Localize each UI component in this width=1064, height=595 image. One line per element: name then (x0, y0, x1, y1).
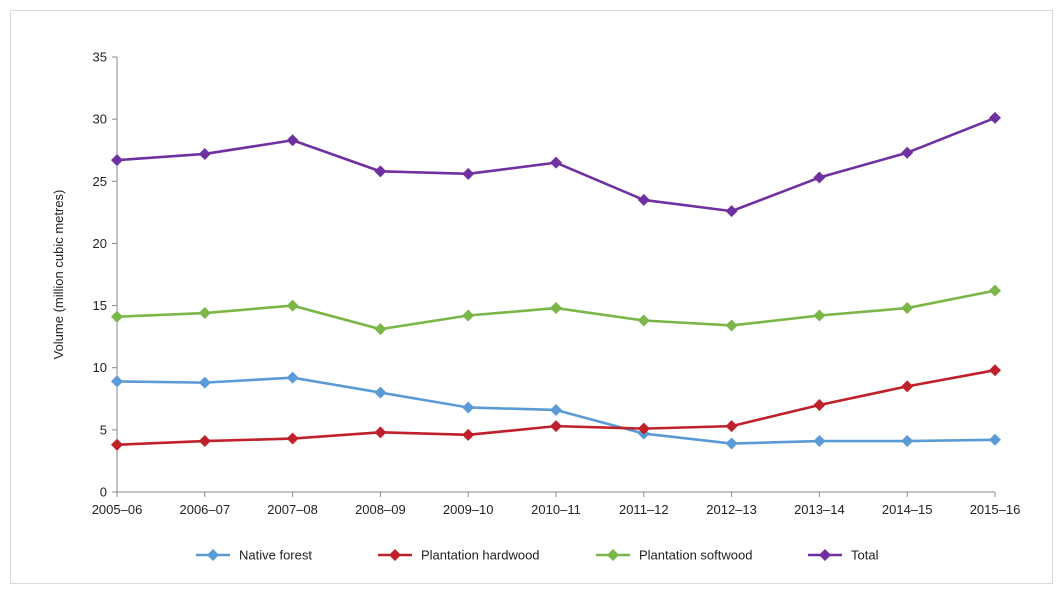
x-tick-label: 2015–16 (970, 502, 1021, 517)
data-point-total (813, 171, 826, 184)
y-tick-label: 0 (100, 485, 107, 500)
y-tick-label: 15 (93, 298, 107, 313)
data-point-total (725, 205, 738, 218)
x-tick-label: 2006–07 (179, 502, 230, 517)
x-tick-label: 2008–09 (355, 502, 406, 517)
data-point-native-forest (725, 437, 738, 450)
data-point-total (989, 111, 1001, 124)
data-point-plantation-hardwood (111, 438, 123, 451)
legend-item-plantation-hardwood: Plantation hardwood (378, 548, 540, 563)
data-point-plantation-softwood (989, 284, 1001, 297)
data-point-native-forest (111, 375, 123, 388)
x-tick-label: 2007–08 (267, 502, 318, 517)
data-point-plantation-hardwood (462, 428, 475, 441)
data-point-plantation-softwood (813, 309, 826, 322)
x-tick-label: 2011–12 (619, 502, 669, 517)
legend-swatch-marker (207, 549, 219, 561)
data-point-native-forest (813, 435, 826, 448)
series-plantation-hardwood (111, 364, 1001, 451)
data-point-plantation-hardwood (286, 432, 299, 445)
legend-swatch-marker (389, 549, 401, 561)
data-point-total (374, 165, 387, 178)
legend-swatch-marker (607, 549, 619, 561)
series-total (111, 111, 1001, 218)
legend: Native forest Plantation hardwood Plantati… (196, 548, 879, 563)
y-tick-label: 30 (93, 112, 107, 127)
data-point-native-forest (462, 401, 475, 414)
data-point-plantation-softwood (550, 302, 562, 315)
data-point-native-forest (198, 376, 211, 389)
legend-item-total: Total (808, 548, 879, 563)
data-point-total (198, 147, 211, 160)
y-tick-label: 10 (93, 360, 107, 375)
data-point-native-forest (286, 371, 299, 384)
legend-item-native-forest: Native forest (196, 548, 312, 563)
data-point-plantation-hardwood (989, 364, 1001, 377)
legend-label: Plantation softwood (639, 548, 752, 563)
x-tick-label: 2012–13 (706, 502, 757, 517)
data-point-total (637, 193, 650, 206)
data-point-native-forest (374, 386, 387, 399)
data-point-plantation-softwood (374, 323, 387, 336)
data-point-plantation-softwood (286, 299, 299, 312)
data-point-plantation-softwood (901, 302, 914, 315)
data-point-plantation-softwood (725, 319, 738, 332)
data-point-total (462, 167, 475, 180)
series-layer (111, 111, 1001, 451)
data-point-plantation-softwood (198, 307, 211, 320)
series-plantation-softwood (111, 284, 1001, 336)
data-point-total (111, 154, 123, 167)
data-point-plantation-softwood (462, 309, 475, 322)
data-point-plantation-hardwood (374, 426, 387, 439)
x-tick-label: 2014–15 (882, 502, 933, 517)
x-tick-label: 2009–10 (443, 502, 494, 517)
y-tick-label: 35 (93, 50, 107, 65)
legend-label: Native forest (239, 548, 312, 563)
y-axis-title-group: Volume (million cubic metres) (51, 190, 66, 360)
data-point-plantation-hardwood (813, 399, 826, 411)
data-point-plantation-hardwood (637, 422, 650, 435)
data-point-plantation-hardwood (901, 380, 914, 393)
legend-swatch-marker (819, 549, 831, 561)
data-point-plantation-hardwood (725, 420, 738, 433)
y-tick-label: 5 (100, 422, 107, 437)
data-point-plantation-softwood (111, 310, 123, 323)
y-tick-label: 20 (93, 236, 107, 251)
chart-frame (10, 10, 1053, 584)
legend-label: Plantation hardwood (421, 548, 540, 563)
data-point-plantation-hardwood (198, 435, 211, 448)
x-tick-label: 2013–14 (794, 502, 845, 517)
legend-label: Total (851, 548, 879, 563)
y-axis-title: Volume (million cubic metres) (51, 190, 66, 360)
data-point-total (901, 146, 914, 159)
legend-item-plantation-softwood: Plantation softwood (596, 548, 752, 563)
y-tick-label: 25 (93, 174, 107, 189)
data-point-native-forest (901, 435, 914, 448)
axes: 0 5 10 15 20 25 30 35 2005–06 2006–07 2007–08 2008–… (92, 50, 1021, 518)
data-point-native-forest (989, 433, 1001, 446)
x-tick-label: 2010–11 (531, 502, 581, 517)
data-point-total (550, 156, 562, 169)
data-point-native-forest (550, 403, 562, 416)
x-tick-label: 2005–06 (92, 502, 143, 517)
series-native-forest (111, 371, 1001, 450)
data-point-total (286, 134, 299, 147)
data-point-plantation-softwood (637, 314, 650, 327)
data-point-plantation-hardwood (550, 420, 562, 433)
